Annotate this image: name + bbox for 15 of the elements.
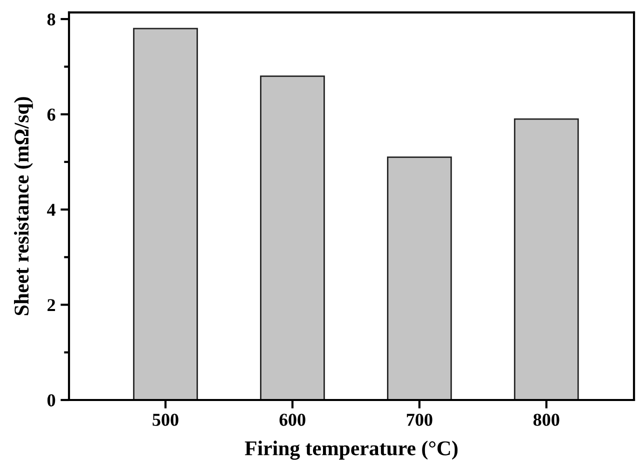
y-tick-label: 4 bbox=[47, 204, 56, 216]
x-axis-title: Firing temperature (°C) bbox=[244, 440, 458, 460]
y-tick-label: 8 bbox=[47, 13, 56, 26]
y-tick-label: 0 bbox=[47, 394, 56, 406]
bar bbox=[514, 118, 579, 400]
y-tick-label: 2 bbox=[48, 299, 56, 312]
x-tick-label: 500 bbox=[152, 414, 178, 426]
y-tick-label: 6 bbox=[47, 108, 56, 121]
bar bbox=[260, 76, 325, 400]
x-tick-label: 800 bbox=[533, 414, 560, 426]
x-tick-label: 700 bbox=[406, 414, 432, 426]
x-tick-label: 600 bbox=[280, 414, 306, 426]
bar bbox=[133, 28, 198, 400]
y-axis-title: Sheet resistance (mΩ/sq) bbox=[14, 97, 33, 316]
bar bbox=[386, 156, 452, 400]
